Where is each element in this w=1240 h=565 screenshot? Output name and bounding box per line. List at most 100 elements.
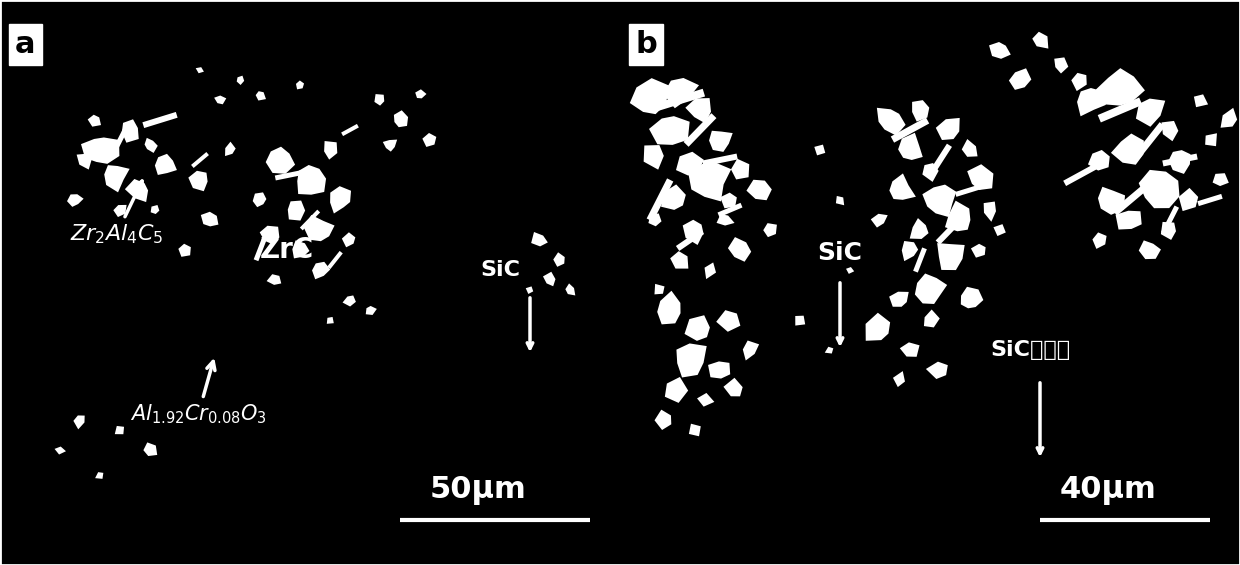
Polygon shape [415, 89, 427, 98]
Polygon shape [1087, 150, 1110, 171]
Polygon shape [689, 424, 701, 436]
Polygon shape [330, 186, 351, 214]
Polygon shape [267, 274, 281, 285]
Polygon shape [81, 137, 119, 164]
Polygon shape [1071, 73, 1086, 91]
Polygon shape [649, 214, 661, 227]
Polygon shape [1161, 206, 1179, 234]
Polygon shape [151, 205, 159, 214]
Polygon shape [676, 152, 704, 176]
Polygon shape [342, 295, 356, 306]
Polygon shape [923, 163, 939, 182]
Text: a: a [15, 30, 36, 59]
Polygon shape [304, 215, 335, 241]
Polygon shape [683, 220, 703, 245]
Polygon shape [88, 115, 100, 127]
Polygon shape [825, 347, 833, 354]
Polygon shape [143, 112, 177, 128]
Polygon shape [889, 292, 909, 307]
Polygon shape [718, 203, 743, 217]
Text: $Zr_2Al_4C_5$: $Zr_2Al_4C_5$ [69, 181, 164, 246]
Polygon shape [1092, 232, 1106, 249]
Polygon shape [962, 139, 977, 157]
Polygon shape [764, 223, 777, 237]
Polygon shape [936, 215, 965, 245]
Text: $Al_{1.92}Cr_{0.08}O_3$: $Al_{1.92}Cr_{0.08}O_3$ [130, 362, 267, 425]
Polygon shape [191, 152, 208, 168]
Polygon shape [1063, 164, 1097, 186]
Polygon shape [815, 145, 826, 155]
Polygon shape [255, 91, 265, 101]
Polygon shape [676, 344, 707, 377]
Polygon shape [293, 240, 310, 258]
Polygon shape [723, 378, 743, 397]
Polygon shape [1116, 211, 1142, 229]
Polygon shape [913, 100, 929, 121]
Polygon shape [846, 267, 854, 274]
Polygon shape [1162, 154, 1198, 167]
Polygon shape [1194, 94, 1208, 107]
Polygon shape [1097, 187, 1125, 215]
Polygon shape [990, 42, 1011, 59]
Polygon shape [661, 184, 686, 210]
Polygon shape [253, 192, 267, 207]
Polygon shape [1198, 194, 1223, 206]
Polygon shape [300, 210, 320, 231]
Polygon shape [531, 232, 548, 246]
Text: ZrC: ZrC [260, 236, 314, 264]
Polygon shape [898, 133, 923, 160]
Polygon shape [1136, 98, 1166, 127]
Polygon shape [1138, 170, 1179, 208]
Polygon shape [122, 119, 139, 143]
Polygon shape [688, 163, 732, 201]
Text: SiC过渡层: SiC过渡层 [990, 340, 1070, 360]
Polygon shape [665, 377, 688, 403]
Polygon shape [179, 244, 191, 257]
Polygon shape [923, 185, 956, 217]
Polygon shape [275, 170, 305, 180]
Polygon shape [937, 243, 965, 270]
Polygon shape [77, 154, 92, 170]
Polygon shape [188, 171, 207, 191]
Polygon shape [900, 342, 920, 357]
Polygon shape [877, 108, 905, 136]
Text: 50μm: 50μm [430, 476, 527, 505]
Polygon shape [926, 362, 947, 379]
Polygon shape [1096, 68, 1145, 106]
Polygon shape [967, 164, 993, 190]
Polygon shape [889, 173, 916, 200]
Polygon shape [890, 118, 929, 142]
Polygon shape [215, 95, 226, 105]
Polygon shape [1054, 58, 1069, 73]
Polygon shape [113, 205, 126, 217]
Polygon shape [125, 179, 148, 202]
Polygon shape [327, 317, 334, 324]
Polygon shape [971, 244, 986, 258]
Polygon shape [265, 147, 295, 174]
Polygon shape [993, 224, 1006, 236]
Polygon shape [383, 140, 397, 151]
Polygon shape [224, 142, 236, 156]
Polygon shape [870, 214, 888, 228]
Polygon shape [746, 180, 771, 200]
Polygon shape [423, 133, 436, 147]
Polygon shape [55, 446, 66, 454]
Polygon shape [342, 232, 356, 247]
Polygon shape [670, 251, 688, 268]
Polygon shape [684, 315, 711, 341]
Polygon shape [1112, 184, 1147, 216]
Polygon shape [1162, 121, 1178, 141]
Polygon shape [341, 124, 358, 136]
Polygon shape [1205, 133, 1216, 146]
Polygon shape [1135, 122, 1166, 158]
Polygon shape [928, 144, 952, 176]
Polygon shape [655, 284, 665, 294]
Polygon shape [374, 94, 384, 106]
Polygon shape [1032, 32, 1048, 49]
Polygon shape [296, 80, 304, 89]
Polygon shape [1161, 222, 1176, 240]
Polygon shape [394, 110, 408, 127]
Polygon shape [1111, 133, 1143, 165]
Polygon shape [630, 78, 671, 114]
Polygon shape [697, 393, 714, 407]
